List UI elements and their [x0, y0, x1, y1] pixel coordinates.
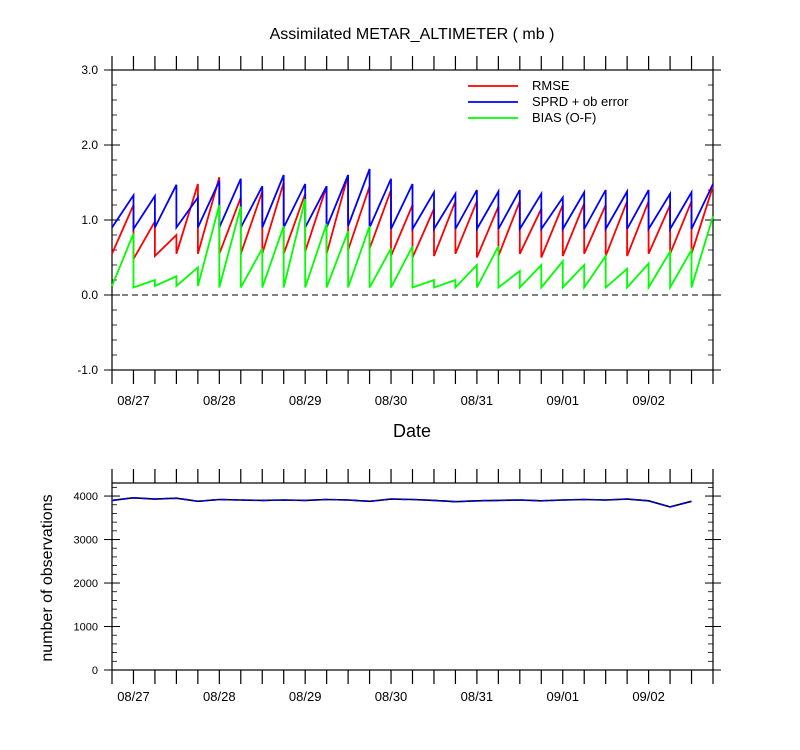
- y-tick-label: 0.0: [81, 288, 98, 302]
- legend-label: BIAS (O-F): [532, 110, 596, 125]
- y-tick-label: 2.0: [81, 138, 98, 152]
- x-tick-label: 09/01: [546, 393, 579, 408]
- y-tick-label: 1000: [74, 622, 98, 634]
- x-tick-label: 08/27: [117, 689, 150, 704]
- x-tick-label: 08/30: [375, 689, 408, 704]
- bottom-plot-area: 0 1000 2000 3000 4000 08/27 08/28 08/29 08/30 08/…: [74, 469, 721, 704]
- obs-count-line-2: [111, 496, 692, 508]
- x-tick-label: 09/02: [632, 393, 665, 408]
- y-tick-label: 2000: [74, 578, 98, 590]
- y-tick-label: 3.0: [81, 63, 98, 77]
- x-tick-label: 08/31: [461, 689, 494, 704]
- x-tick-label: 08/30: [375, 393, 408, 408]
- x-tick-label: 09/02: [632, 689, 665, 704]
- x-tick-label: 08/29: [289, 393, 322, 408]
- legend-label: RMSE: [532, 78, 570, 93]
- legend-label: SPRD + ob error: [532, 94, 629, 109]
- x-tick-label: 08/28: [203, 393, 236, 408]
- x-tick-label: 08/27: [117, 393, 150, 408]
- series-line-2: [111, 168, 714, 233]
- x-tick-label: 08/31: [461, 393, 494, 408]
- chart-title: Assimilated METAR_ALTIMETER ( mb ): [270, 26, 555, 43]
- x-tick-label: 09/01: [546, 689, 579, 704]
- x-tick-label: 08/29: [289, 689, 322, 704]
- y-tick-label: -1.0: [77, 363, 98, 377]
- series-line-3: [111, 198, 714, 291]
- y-tick-label: 3000: [74, 535, 98, 547]
- top-plot-area: -1.0 0.0 1.0 2.0 3.0 08/27 08/28 08/29 08/30 08/3…: [77, 56, 721, 408]
- y-tick-label: 4000: [74, 491, 98, 503]
- x-axis-label: Date: [393, 421, 431, 441]
- x-tick-label: 08/28: [203, 689, 236, 704]
- y-tick-label: 1.0: [81, 213, 98, 227]
- y-tick-label: 0: [92, 665, 98, 677]
- y-axis-label-bottom: number of observations: [39, 494, 56, 661]
- bottom-plot-frame: [111, 482, 714, 671]
